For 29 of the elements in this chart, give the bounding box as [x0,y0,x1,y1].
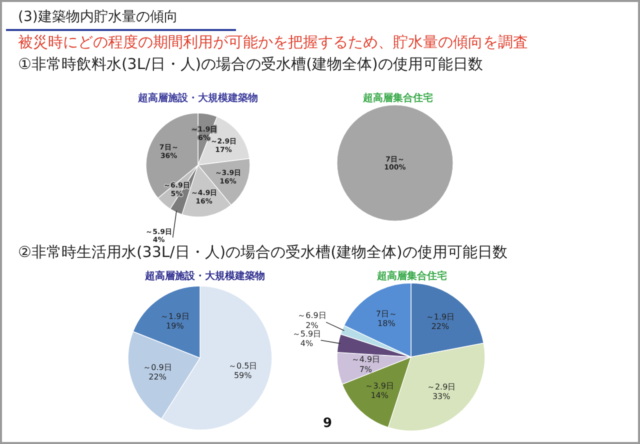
text: ②非常時生活用水(33L/日・人)の場合の受水槽(建物全体)の使用可能日数 [18,243,508,261]
chart-title: 超高層施設・大規模建築物 [144,270,265,282]
data-label: 59% [234,371,252,380]
text: ①非常時飲料水(3L/日・人)の場合の受水槽(建物全体)の使用可能日数 [18,55,483,73]
data-label: 18% [378,318,396,328]
text: 被災時にどの程度の期間利用が可能かを把握するため、貯水量の傾向を調査 [18,33,528,51]
data-label: 22% [431,322,450,332]
slice-label: ～6.9日 [298,311,326,320]
chart-title: 超高層施設・大規模建築物 [137,92,258,104]
slice-label: ～3.9日 [365,381,394,390]
slice-label: ～4.9日 [351,355,380,364]
slice-label: ～0.5日 [228,361,258,370]
data-label: 33% [432,392,451,402]
chart-title: 超高層集合住宅 [362,92,433,104]
data-label: 2% [306,320,319,330]
slice-label: ～5.9日 [292,329,322,338]
data-label: 14% [370,391,389,400]
slice-label: 7日～ [376,309,397,318]
data-label: 7% [359,364,372,374]
slice-label: ～1.9日 [426,312,455,322]
text: (3)建築物内貯水量の傾向 [18,9,178,25]
data-label: 19% [166,322,184,331]
slice-label: ～0.9日 [143,362,172,372]
text: 9 [323,416,332,431]
slice-label: ～1.9日 [160,312,190,322]
chart-title: 超高層集合住宅 [376,270,447,282]
data-label: 4% [300,338,314,348]
data-label: 22% [148,372,167,382]
slice-label: ～2.9日 [426,382,456,392]
